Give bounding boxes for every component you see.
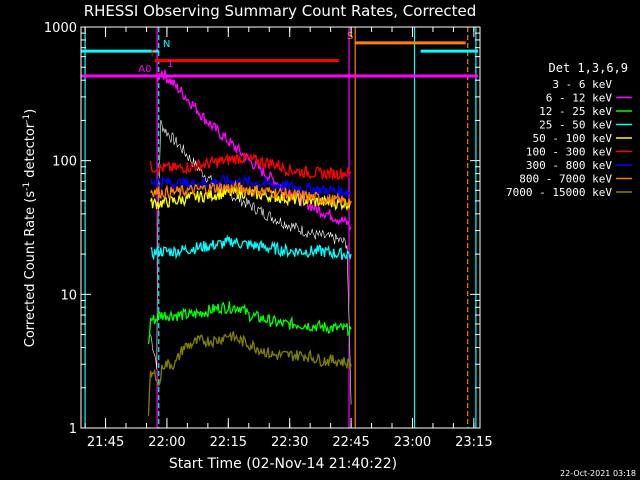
- chart-title: RHESSI Observing Summary Count Rates, Co…: [84, 2, 477, 20]
- legend-label-8: 7000 - 15000 keV: [506, 186, 612, 199]
- series-3: [150, 234, 352, 261]
- legend-label-1: 6 - 12 keV: [546, 92, 613, 105]
- legend-title: Det 1,3,6,9: [549, 61, 628, 75]
- series-7: [150, 179, 352, 207]
- flag-label-4: 1: [167, 59, 173, 70]
- y-tick-label-3: 1000: [44, 21, 77, 36]
- flag-label-3: S: [347, 31, 353, 42]
- flag-label-2: A0: [138, 64, 151, 75]
- series-6: [149, 174, 352, 198]
- x-tick-label-2: 22:15: [210, 435, 247, 450]
- x-tick-label-5: 23:00: [394, 435, 431, 450]
- series-8: [147, 331, 352, 416]
- legend-label-0: 3 - 6 keV: [552, 78, 612, 91]
- timestamp: 22-Oct-2021 03:18: [560, 469, 636, 478]
- legend-label-5: 100 - 300 keV: [526, 146, 612, 159]
- x-axis-label: Start Time (02-Nov-14 21:40:22): [169, 456, 397, 472]
- series-5: [149, 152, 352, 181]
- legend-label-6: 300 - 800 keV: [526, 159, 612, 172]
- flag-label-1: F: [151, 49, 157, 60]
- series-2: [147, 301, 352, 345]
- series-0-outline: [150, 119, 352, 405]
- y-tick-label-2: 100: [52, 155, 77, 170]
- legend-label-4: 50 - 100 keV: [533, 132, 613, 145]
- plot-frame: [80, 26, 481, 429]
- x-tick-label-4: 22:45: [332, 435, 369, 450]
- flag-label-0: N: [163, 39, 170, 50]
- x-tick-label-6: 23:15: [455, 435, 492, 450]
- y-axis-label: Corrected Count Rate (s-1 detector-1): [22, 109, 38, 347]
- axes: 1 10 100 1000 21:45 22:00 22:15 22:30 22:45 23:00…: [44, 21, 493, 450]
- series-1: [157, 69, 352, 231]
- legend-label-3: 25 - 50 keV: [539, 119, 612, 132]
- y-tick-label-0: 1: [69, 422, 77, 437]
- x-tick-label-0: 21:45: [87, 435, 124, 450]
- x-tick-label-1: 22:00: [148, 435, 185, 450]
- legend-label-7: 800 - 7000 keV: [519, 173, 612, 186]
- x-tick-label-3: 22:30: [271, 435, 308, 450]
- y-tick-label-1: 10: [60, 288, 77, 303]
- legend-label-2: 12 - 25 keV: [539, 105, 612, 118]
